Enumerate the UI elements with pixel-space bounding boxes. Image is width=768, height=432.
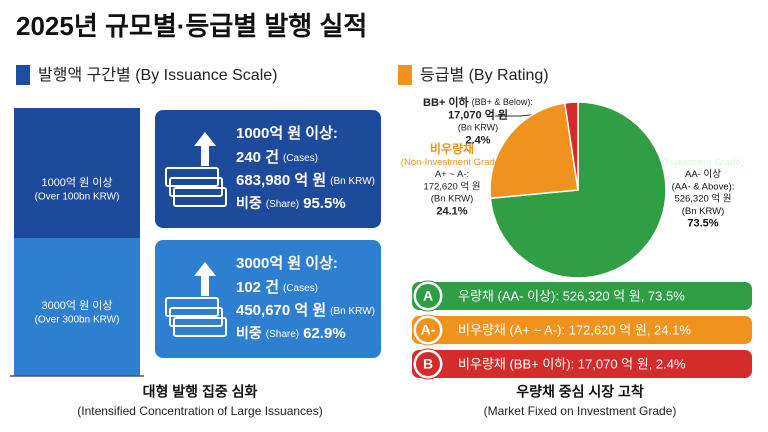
slice-detail: (Non-Investment Grade) xyxy=(401,157,503,168)
slice-category: 비우량채 xyxy=(430,141,474,156)
pie-slice xyxy=(563,101,579,191)
legend-badge-inner xyxy=(416,352,440,376)
card-unit: (Cases) xyxy=(283,153,318,164)
caption: 대형 발행 집중 심화 xyxy=(143,384,258,400)
section-heading: 발행액 구간별 (By Issuance Scale) xyxy=(38,66,278,84)
money-icon xyxy=(173,187,227,207)
card-line: 102 건 (Cases) xyxy=(236,279,318,296)
card-line: 비중 (Share) 62.9% xyxy=(236,325,346,342)
slice-detail: (Bn KRW) xyxy=(458,122,498,132)
slice-category: 우량채 xyxy=(685,141,721,156)
section-marker xyxy=(398,65,412,85)
card-line: 683,980 억 원 (Bn KRW) xyxy=(236,171,375,189)
bar-segment xyxy=(14,108,140,238)
card-unit: (Bn KRW) xyxy=(330,306,375,317)
card-unit: (Cases) xyxy=(283,283,318,294)
bar-sublabel: (Over 300bn KRW) xyxy=(35,315,120,326)
slice-category: BB+ 이하 xyxy=(423,95,469,109)
section-heading: 등급별 (By Rating) xyxy=(420,66,549,84)
legend-row xyxy=(412,316,752,344)
legend-row xyxy=(412,282,752,310)
money-icon xyxy=(173,317,227,337)
value-label: 24.1% xyxy=(436,205,467,217)
legend-badge-text: A xyxy=(423,288,433,304)
slice-detail: (AA- & Above): xyxy=(672,181,735,192)
share-value: 62.9% xyxy=(303,325,346,342)
card-line: 450,670 억 원 (Bn KRW) xyxy=(236,301,375,319)
legend-text: 비우량채 (BB+ 이하): 17,070 억 원, 2.4% xyxy=(458,356,686,371)
legend-badge-inner xyxy=(416,318,440,342)
caption: 우량채 중심 시장 고착 xyxy=(516,384,644,400)
card-heading: 3000억 원 이상: xyxy=(236,254,338,272)
card-value: 450,670 억 원 xyxy=(236,301,326,319)
share-unit: (Share) xyxy=(266,199,299,210)
share-value: 95.5% xyxy=(303,195,346,212)
arrow-icon xyxy=(194,262,216,296)
card-value: 683,980 억 원 xyxy=(236,171,326,189)
arrow-icon xyxy=(194,132,216,166)
card-heading: 1000억 원 이상: xyxy=(236,124,338,142)
legend-text: 비우량채 (A+ ~ A-): 172,620 억 원, 24.1% xyxy=(458,322,691,337)
legend-text: 우량채 (AA- 이상): 526,320 억 원, 73.5% xyxy=(458,288,685,303)
caption-en: (Intensified Concentration of Large Issu… xyxy=(77,404,322,418)
page-title: 2025년 규모별·등급별 발행 실적 xyxy=(16,11,367,41)
card xyxy=(155,240,381,358)
card-line: 비중 (Share) 95.5% xyxy=(236,195,346,212)
share-label: 비중 xyxy=(236,195,262,211)
slice-detail: (Bn KRW) xyxy=(682,206,725,217)
bar-sublabel: (Over 100bn KRW) xyxy=(35,192,120,203)
pie-slice xyxy=(489,102,579,200)
slice-detail: 526,320 억 원 xyxy=(674,193,731,205)
slice-detail: 17,070 억 원 xyxy=(448,107,508,121)
share-label: 비중 xyxy=(236,325,262,341)
card-value: 240 건 xyxy=(236,149,279,166)
section-marker xyxy=(16,65,30,85)
slice-detail: (BB+ & Below): xyxy=(472,97,533,107)
bar-label: 3000억 원 이상 xyxy=(41,299,112,312)
card-value: 102 건 xyxy=(236,279,279,296)
slice-detail: 172,620 억 원 xyxy=(423,180,480,192)
slice-detail: (Bn KRW) xyxy=(431,194,474,205)
card-unit: (Bn KRW) xyxy=(330,176,375,187)
bar-label: 1000억 원 이상 xyxy=(41,176,112,189)
caption-en: (Market Fixed on Investment Grade) xyxy=(484,404,677,418)
value-label: 2.4% xyxy=(465,134,490,146)
bar-segment xyxy=(14,238,140,376)
card-line: 240 건 (Cases) xyxy=(236,149,318,166)
share-unit: (Share) xyxy=(266,329,299,340)
slice-detail: AA- 이상 xyxy=(685,169,721,180)
legend-badge-text: B xyxy=(423,356,433,372)
card xyxy=(155,110,381,228)
legend-badge-inner xyxy=(416,284,440,308)
legend-row xyxy=(412,350,752,378)
legend-badge-text: A- xyxy=(421,322,436,338)
value-label: 73.5% xyxy=(687,218,718,230)
slice-detail: (Investment Grade) xyxy=(662,157,744,168)
slice-detail: A+ ~ A-: xyxy=(435,169,469,180)
slice-label: BB+ 이하 (BB+ & Below): xyxy=(423,95,533,109)
